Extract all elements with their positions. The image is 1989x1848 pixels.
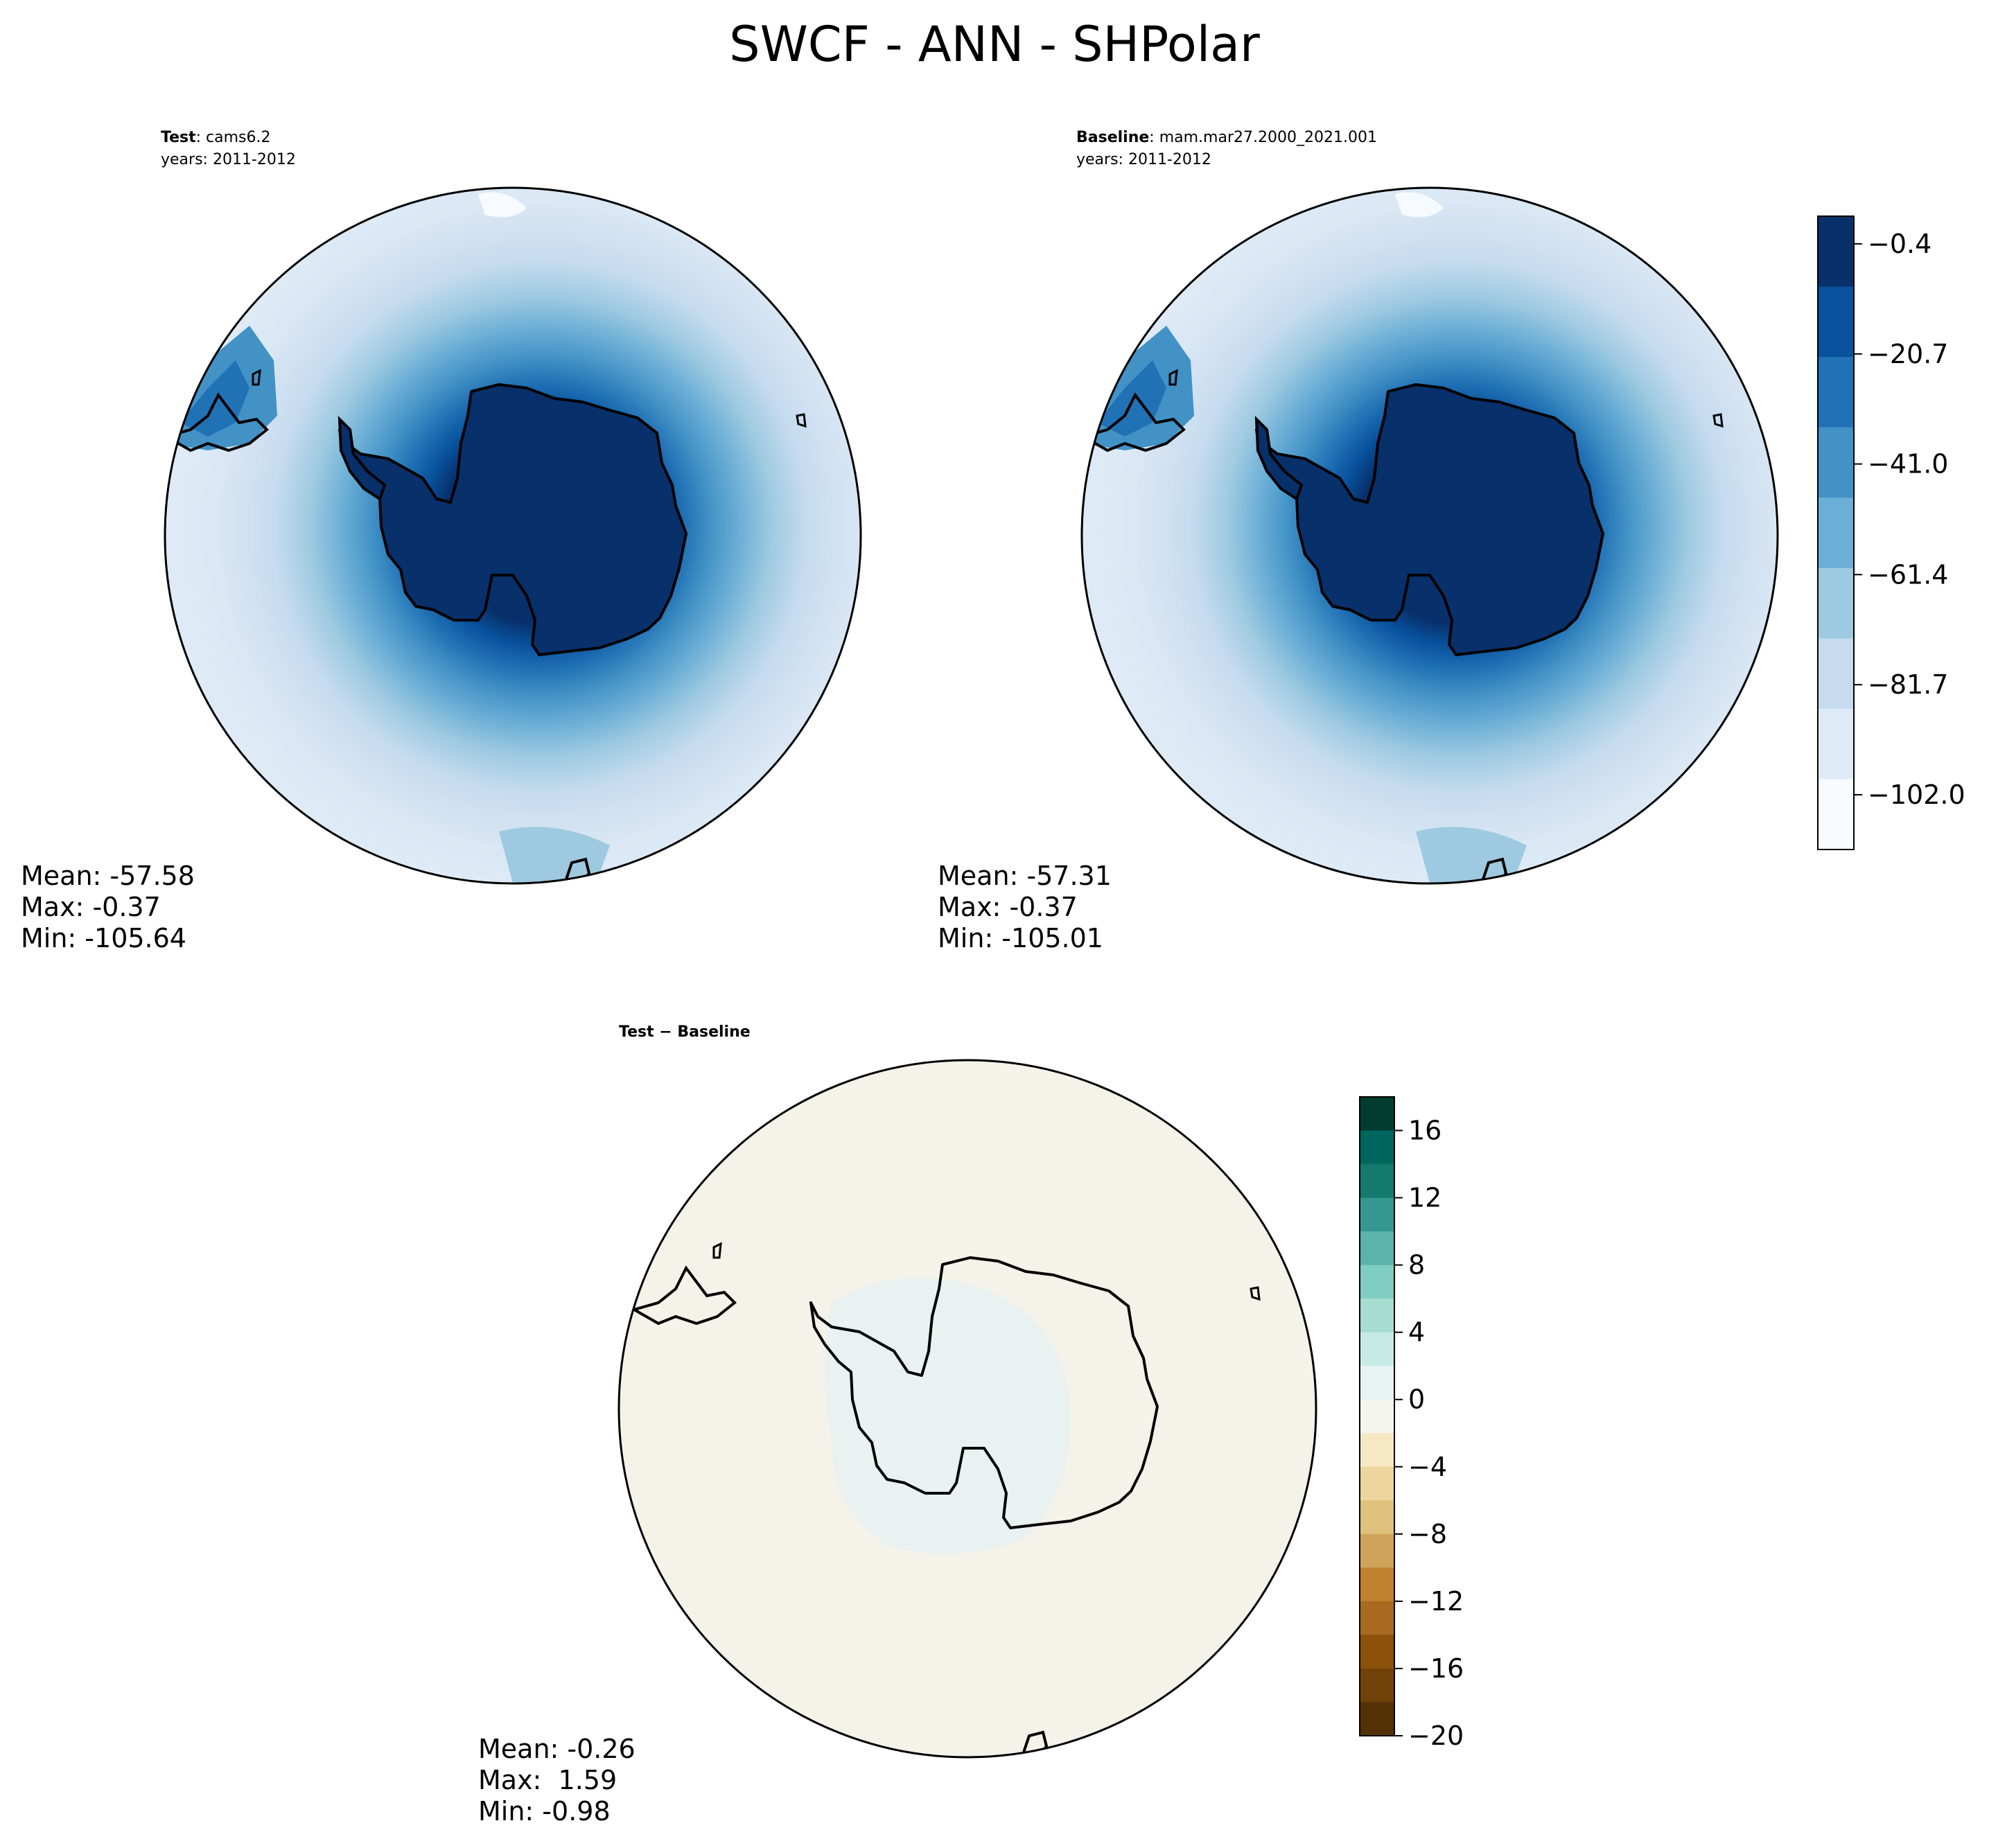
map-diff-island-2 [1250,1286,1261,1301]
panel-baseline-heading-rest: : mam.mar27.2000_2021.001 [1149,129,1377,146]
panel-test-heading-rest: : cams6.2 [196,129,271,146]
map-baseline [1082,188,1778,883]
colorbar-blues-swatch [1818,779,1854,850]
colorbar-brbg-swatch [1360,1332,1394,1366]
panel-diff-heading-bold: Test − Baseline [619,1023,751,1041]
colorbar-blues-swatch [1818,498,1854,569]
colorbar-brbg-tick-label: −16 [1408,1653,1464,1684]
panel-test-heading-bold: Test [161,129,196,146]
colorbar-brbg-swatch [1360,1299,1394,1333]
colorbar-brbg: 16 12 8 4 0 −4 −8 −12 −16 −20 [1359,1096,1464,1751]
map-baseline-peninsula [1254,415,1304,502]
colorbar-blues-tick-label: −20.7 [1868,339,1948,369]
colorbar-blues-tick-label: −61.4 [1868,559,1948,590]
colorbar-blues-swatch [1818,286,1854,358]
colorbar-blues-swatch [1818,567,1854,639]
colorbar-brbg-tick-label: 12 [1408,1183,1442,1213]
panel-test-stat-max: Max: -0.37 [21,892,161,922]
map-baseline-southamerica-tip [1082,392,1186,452]
colorbar-brbg-swatch [1360,1197,1394,1232]
colorbar-brbg-swatch [1360,1231,1394,1266]
map-diff [619,1060,1316,1757]
map-test-patch-southamerica-inner [180,360,249,437]
panel-baseline-heading: Baseline: mam.mar27.2000_2021.001 [1076,129,1377,146]
colorbar-blues-swatch [1818,357,1854,428]
panel-test: Test: cams6.2 years: 2011-2012 Mean: -57… [21,129,862,953]
panel-baseline-stat-min: Min: -105.01 [938,923,1103,953]
map-baseline-island-2 [1712,413,1724,428]
panel-diff: Test − Baseline Mean: -0.26 Max: 1.59 Mi… [478,1023,1317,1827]
map-test-southamerica-tip [165,392,269,452]
map-test-patch-top [478,192,527,218]
colorbar-blues-tick-label: −102.0 [1868,780,1965,810]
colorbar-blues-frame [1817,215,1855,850]
colorbar-brbg-swatch [1360,1433,1394,1468]
colorbar-blues-swatch [1818,427,1854,498]
map-baseline-patch-southamerica-inner [1097,360,1166,437]
panel-test-years: years: 2011-2012 [161,151,296,168]
colorbar-brbg-swatch [1360,1500,1394,1535]
map-test-island-2 [796,413,807,428]
colorbar-blues-swatch [1818,638,1854,710]
colorbar-blues-swatch [1818,216,1854,288]
map-baseline-boundary [1080,186,1779,885]
map-baseline-patch-top [1395,192,1444,218]
colorbar-brbg-swatch [1360,1533,1394,1568]
map-diff-southamerica-tip [630,1265,737,1326]
colorbar-brbg-swatch [1360,1466,1394,1501]
colorbar-blues-tick-label: −0.4 [1868,229,1931,259]
panel-baseline: Baseline: mam.mar27.2000_2021.001 years:… [938,129,1779,953]
map-diff-boundary [617,1059,1317,1759]
colorbar-blues-swatch [1818,708,1854,780]
map-diff-antarctica [809,1256,1159,1529]
panel-diff-stat-min: Min: -0.98 [478,1796,611,1827]
panel-diff-stat-max: Max: 1.59 [478,1765,617,1795]
panel-baseline-heading-bold: Baseline [1076,129,1149,146]
colorbar-brbg-tick-label: −20 [1408,1721,1464,1751]
colorbar-brbg-frame [1359,1096,1395,1736]
colorbar-brbg-swatch [1360,1164,1394,1199]
colorbar-brbg-swatch [1360,1399,1394,1434]
colorbar-brbg-tick-label: −12 [1408,1586,1464,1617]
colorbar-brbg-swatch [1360,1635,1394,1669]
colorbar-brbg-swatch [1360,1668,1394,1703]
colorbar-brbg-tick-label: 0 [1408,1384,1425,1415]
panel-baseline-stat-max: Max: -0.37 [938,892,1078,922]
map-test-island-1 [252,369,261,386]
colorbar-brbg-swatch [1360,1130,1394,1165]
colorbar-brbg-tick-label: −8 [1408,1519,1447,1549]
colorbar-brbg-swatch [1360,1601,1394,1636]
colorbar-brbg-tick-label: 16 [1408,1116,1442,1146]
panel-test-stat-min: Min: -105.64 [21,923,186,953]
colorbar-brbg-swatch [1360,1702,1394,1736]
colorbar-blues-tick-label: −41.0 [1868,449,1948,479]
colorbar-brbg-tick-label: 8 [1408,1250,1425,1281]
colorbar-brbg-swatch [1360,1265,1394,1299]
map-test-boundary [164,186,862,885]
colorbar-brbg-tick-label: 4 [1408,1317,1425,1348]
panel-baseline-years: years: 2011-2012 [1076,151,1211,168]
map-baseline-antarctica [1255,383,1604,656]
panel-baseline-stat-mean: Mean: -57.31 [938,861,1112,891]
colorbar-blues-tick-label: −81.7 [1868,669,1948,700]
colorbar-brbg-swatch [1360,1567,1394,1602]
colorbar-brbg-swatch [1360,1097,1394,1132]
map-test-peninsula [338,415,387,502]
map-baseline-island-1 [1168,369,1178,386]
map-test-antarctica [338,383,687,656]
figure-title: SWCF - ANN - SHPolar [729,16,1260,73]
colorbar-brbg-swatch [1360,1366,1394,1400]
map-test [165,188,861,883]
panel-diff-heading: Test − Baseline [619,1023,751,1041]
colorbar-brbg-tick-label: −4 [1408,1452,1447,1482]
colorbar-blues: −0.4 −20.7 −41.0 −61.4 −81.7 −102.0 [1817,215,1965,850]
panel-diff-stat-mean: Mean: -0.26 [478,1734,636,1764]
panel-test-heading: Test: cams6.2 [161,129,271,146]
panel-test-stat-mean: Mean: -57.58 [21,861,195,891]
map-diff-island-1 [712,1242,722,1259]
